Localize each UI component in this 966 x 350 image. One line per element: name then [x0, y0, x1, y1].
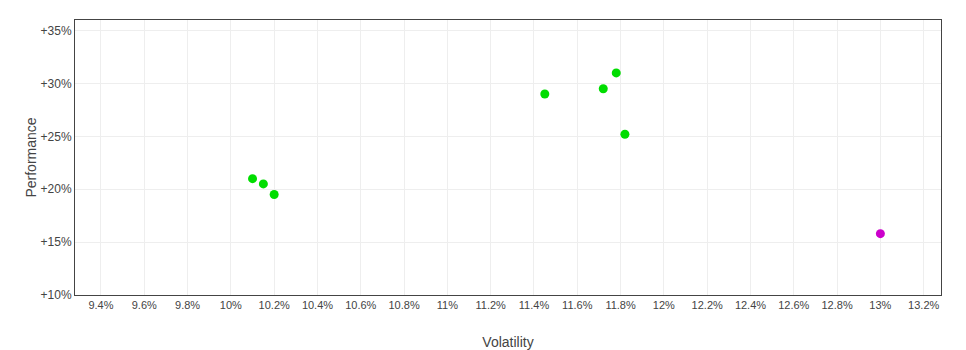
svg-text:11.4%: 11.4%	[519, 299, 550, 311]
svg-text:12%: 12%	[653, 299, 675, 311]
svg-text:11.6%: 11.6%	[562, 299, 593, 311]
svg-text:13%: 13%	[869, 299, 891, 311]
svg-text:+25%: +25%	[41, 130, 72, 144]
svg-text:11.2%: 11.2%	[475, 299, 506, 311]
svg-text:10.8%: 10.8%	[388, 299, 419, 311]
svg-text:Volatility: Volatility	[482, 334, 533, 350]
svg-text:11.8%: 11.8%	[605, 299, 636, 311]
svg-text:9.6%: 9.6%	[132, 299, 157, 311]
svg-text:12.8%: 12.8%	[821, 299, 852, 311]
svg-text:10.6%: 10.6%	[345, 299, 376, 311]
svg-text:+20%: +20%	[41, 182, 72, 196]
svg-text:10.2%: 10.2%	[259, 299, 290, 311]
svg-text:9.8%: 9.8%	[175, 299, 200, 311]
svg-text:+35%: +35%	[41, 24, 72, 38]
svg-text:9.4%: 9.4%	[88, 299, 113, 311]
svg-text:12.6%: 12.6%	[778, 299, 809, 311]
svg-text:Performance: Performance	[23, 117, 39, 197]
svg-text:10.4%: 10.4%	[302, 299, 333, 311]
svg-text:+10%: +10%	[41, 288, 72, 302]
svg-text:12.4%: 12.4%	[735, 299, 766, 311]
svg-text:+30%: +30%	[41, 77, 72, 91]
svg-text:+15%: +15%	[41, 235, 72, 249]
svg-text:11%: 11%	[437, 299, 458, 311]
svg-text:10%: 10%	[220, 299, 242, 311]
svg-text:13.2%: 13.2%	[908, 299, 939, 311]
svg-text:12.2%: 12.2%	[692, 299, 723, 311]
